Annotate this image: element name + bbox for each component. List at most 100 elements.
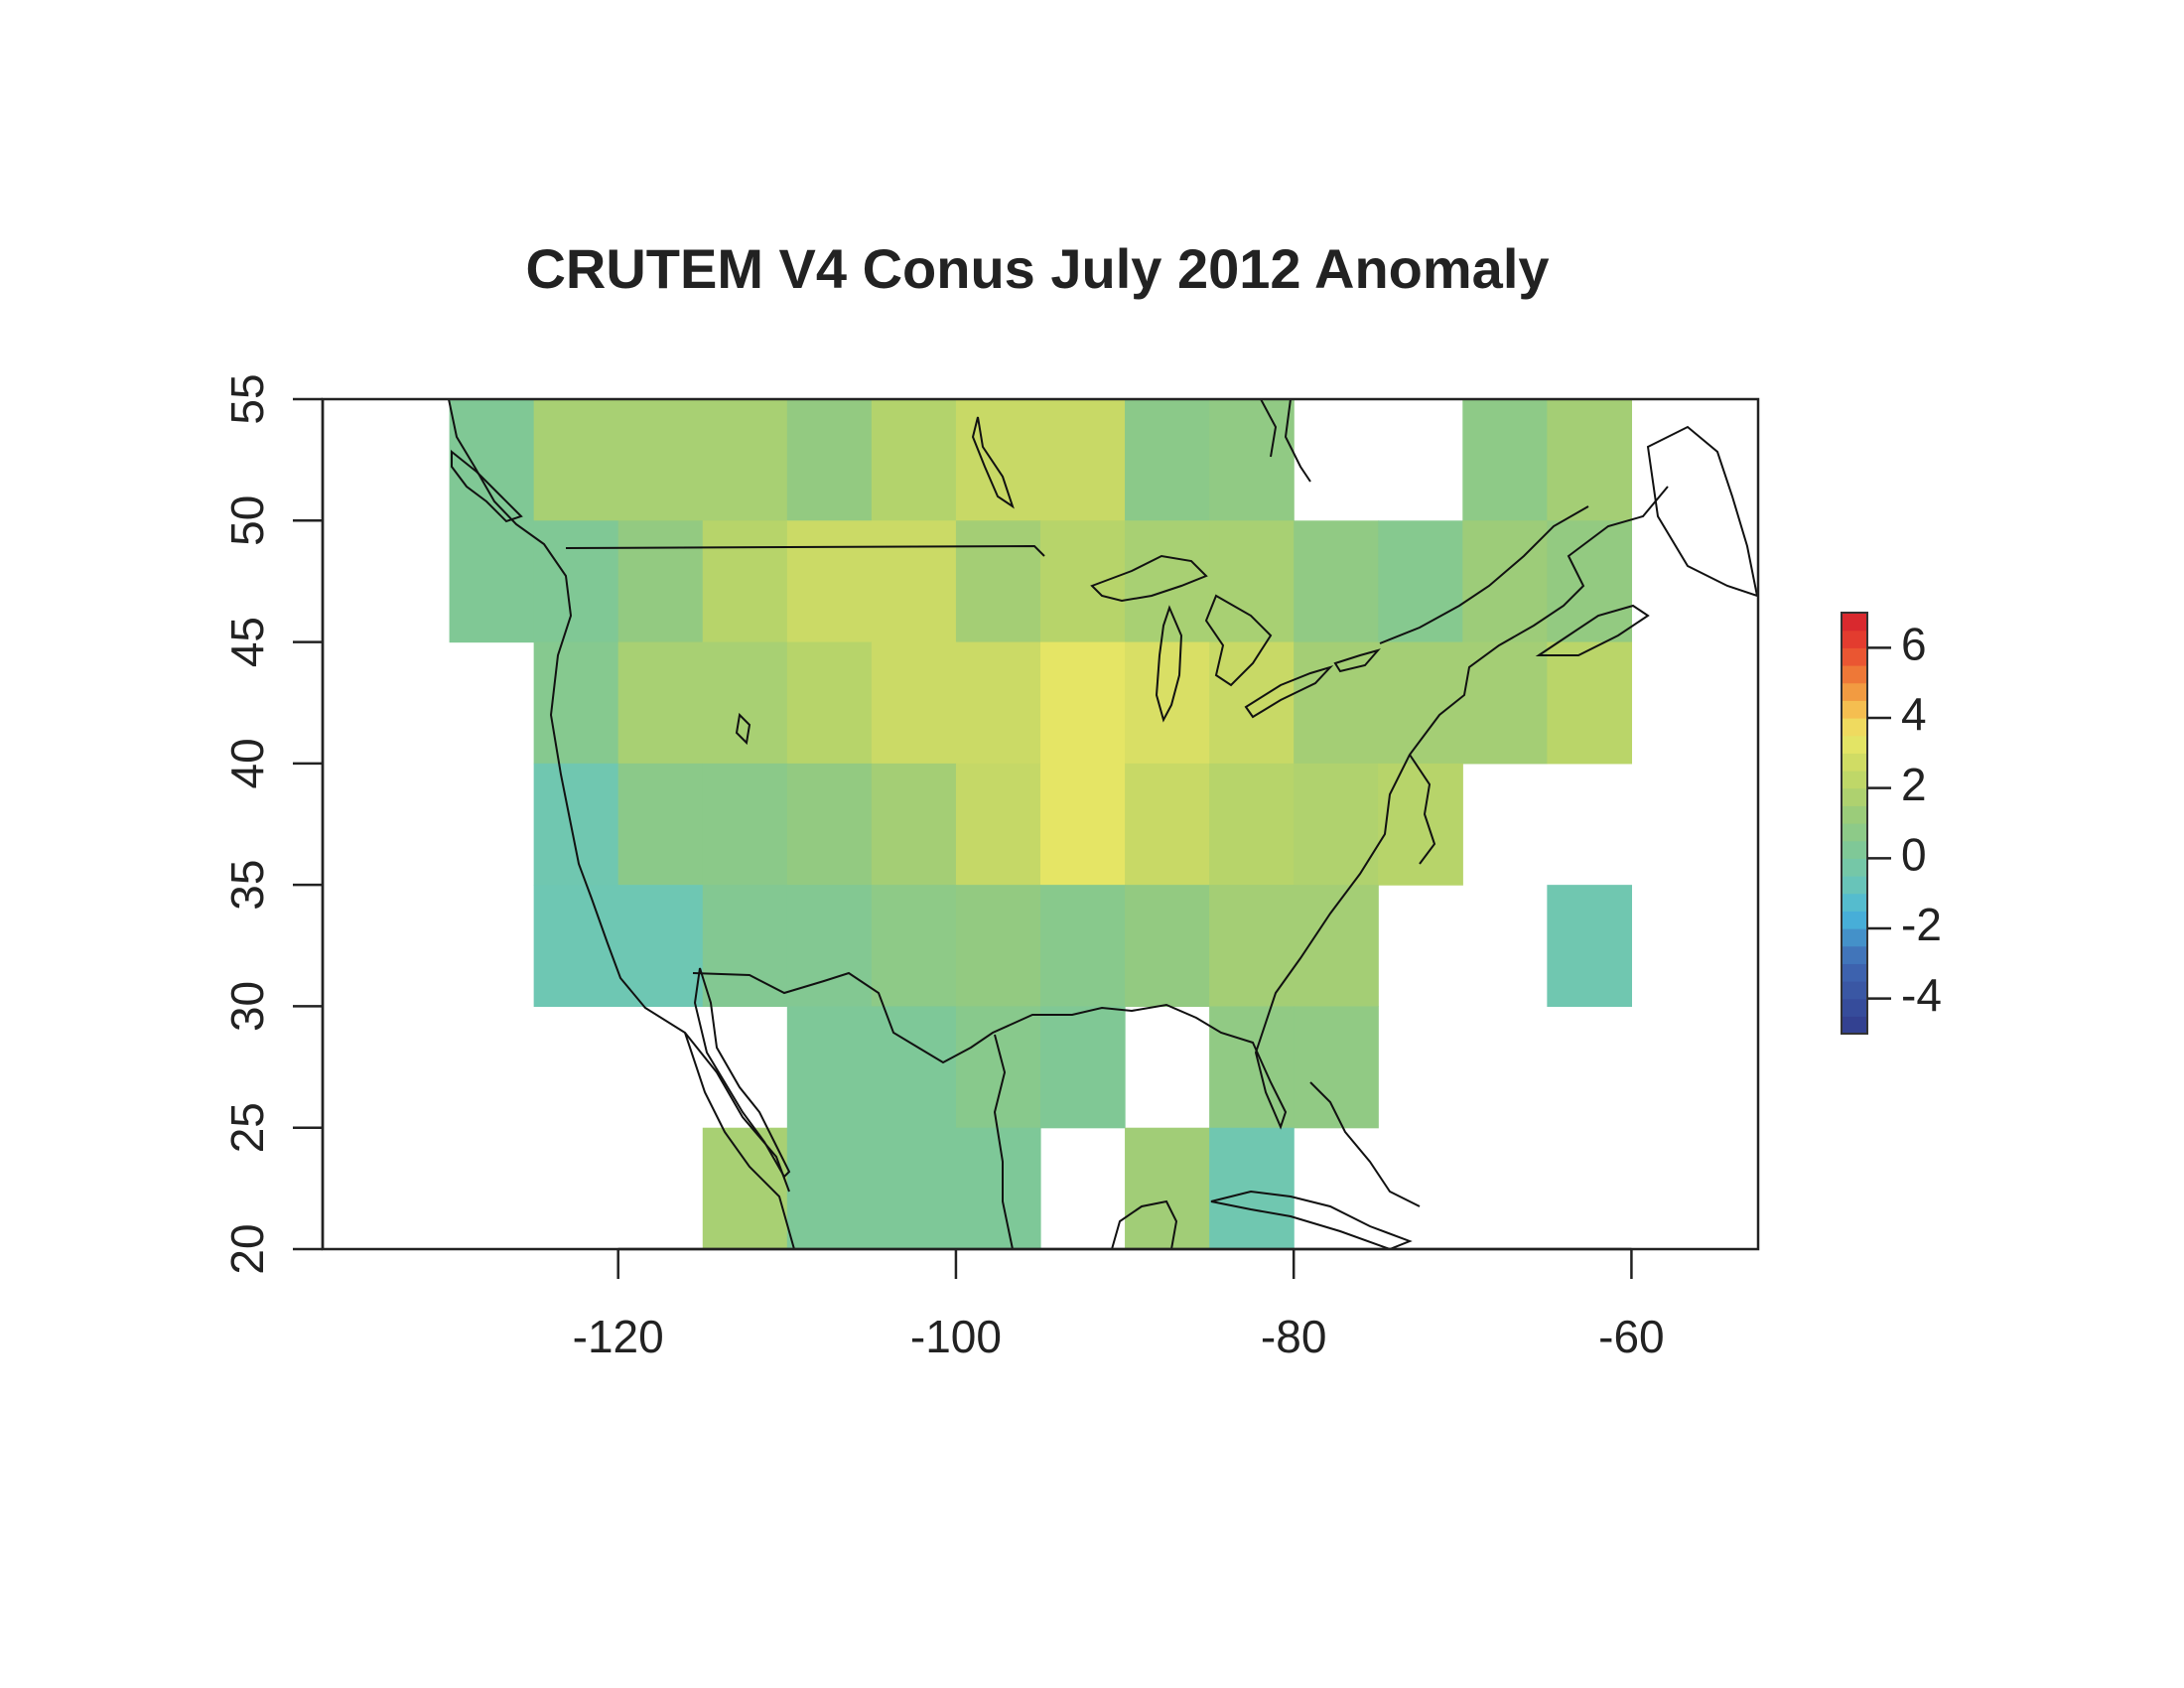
y-tick-label: 25 (221, 1102, 273, 1153)
anomaly-cells (449, 399, 1633, 1250)
grid-cell (1547, 885, 1633, 1008)
colorbar-segment (1842, 613, 1867, 632)
grid-cell (1209, 1127, 1295, 1250)
colorbar-segment (1842, 823, 1867, 842)
grid-cell (702, 763, 788, 886)
colorbar-segment (1842, 945, 1867, 964)
grid-cell (786, 641, 873, 765)
long-island-bay (1409, 754, 1436, 865)
grid-cell (617, 399, 704, 521)
lake-erie (1244, 664, 1334, 719)
colorbar-segment (1842, 876, 1867, 895)
grid-cell (955, 1006, 1041, 1129)
grid-cell (1294, 1006, 1379, 1129)
grid-cell (955, 1127, 1041, 1250)
y-tick-label: 35 (221, 860, 273, 911)
hudson-bay-coast (1284, 399, 1311, 483)
grid-cell (533, 763, 619, 886)
x-tick-label: -120 (573, 1311, 664, 1362)
grid-cell (1462, 520, 1548, 643)
grid-cell (1547, 399, 1633, 521)
colorbar-segment (1842, 682, 1867, 701)
grid-cell (1209, 763, 1295, 886)
grid-cell (1125, 399, 1210, 521)
y-tick-label: 55 (221, 373, 273, 424)
grid-cell (786, 1006, 873, 1129)
grid-cell (1040, 641, 1126, 765)
grid-cell (533, 399, 619, 521)
grid-cell (702, 641, 788, 765)
colorbar-segment (1842, 840, 1867, 859)
colorbar-tick-label: 4 (1901, 688, 1927, 740)
grid-cell (1040, 399, 1126, 521)
mexico-pacific-coast (684, 1032, 795, 1249)
colorbar: 6 4 2 0 -2 -4 (1841, 612, 1942, 1035)
grid-cell (617, 520, 704, 643)
grid-cell (1125, 1127, 1210, 1250)
grid-cell (1378, 520, 1463, 643)
great-salt-lake (735, 712, 751, 746)
y-tick-label: 40 (221, 738, 273, 788)
newfoundland (1646, 425, 1758, 598)
yucatan (1111, 1199, 1178, 1249)
grid-cell (702, 399, 788, 521)
y-tick-label: 20 (221, 1223, 273, 1274)
grid-cell (1209, 1006, 1295, 1129)
grid-cell (1378, 641, 1463, 765)
grid-cell (786, 399, 873, 521)
grid-cell (1125, 520, 1210, 643)
colorbar-segment (1842, 753, 1867, 772)
west-coast (448, 399, 790, 1193)
colorbar-segment (1842, 630, 1867, 648)
grid-cell (533, 885, 619, 1008)
grid-cell (1294, 641, 1379, 765)
grid-cell (955, 885, 1041, 1008)
gulf-coast (692, 486, 1669, 1130)
grid-cell (533, 641, 619, 765)
grid-cell (533, 520, 619, 643)
y-tick-label: 50 (221, 495, 273, 546)
grid-cell (871, 1006, 957, 1129)
colorbar-segment (1842, 1016, 1867, 1035)
grid-cell (617, 885, 704, 1008)
coastlines (448, 399, 1758, 1249)
grid-cell (871, 641, 957, 765)
grid-cell (1125, 641, 1210, 765)
grid-cell (871, 885, 957, 1008)
colorbar-tick-label: 0 (1901, 828, 1927, 880)
baja-peninsula (693, 967, 791, 1179)
grid-cell (871, 399, 957, 521)
colorbar-segment (1842, 805, 1867, 824)
grid-cell (1547, 520, 1633, 643)
grid-cell (1125, 885, 1210, 1008)
colorbar-tick-label: 6 (1901, 618, 1927, 669)
colorbar-tick-label: -4 (1901, 969, 1942, 1021)
james-bay (1260, 399, 1278, 458)
grid-cell (1294, 520, 1379, 643)
grid-cell (786, 1127, 873, 1250)
grid-cell (702, 1127, 788, 1250)
grid-cell (1547, 641, 1633, 765)
bahamas (1309, 1081, 1421, 1207)
lake-winnipeg (971, 416, 1015, 509)
grid-cell (1040, 520, 1126, 643)
grid-cell (1209, 399, 1295, 521)
grid-cell (955, 763, 1041, 886)
y-tick-label: 45 (221, 617, 273, 667)
st-lawrence (1379, 505, 1589, 644)
colorbar-tick-label: 2 (1901, 759, 1927, 810)
grid-cell (955, 399, 1041, 521)
colorbar-tick-label: -2 (1901, 899, 1942, 950)
grid-cell (1294, 885, 1379, 1008)
grid-cell (871, 763, 957, 886)
grid-cell (1294, 763, 1379, 886)
x-tick-label: -60 (1598, 1311, 1664, 1362)
grid-cell (871, 520, 957, 643)
colorbar-segment (1842, 665, 1867, 684)
lake-superior (1090, 554, 1208, 603)
cuba (1210, 1190, 1413, 1249)
grid-cell (871, 1127, 957, 1250)
grid-cell (617, 763, 704, 886)
colorbar-segment (1842, 735, 1867, 754)
lake-ontario (1333, 648, 1381, 673)
